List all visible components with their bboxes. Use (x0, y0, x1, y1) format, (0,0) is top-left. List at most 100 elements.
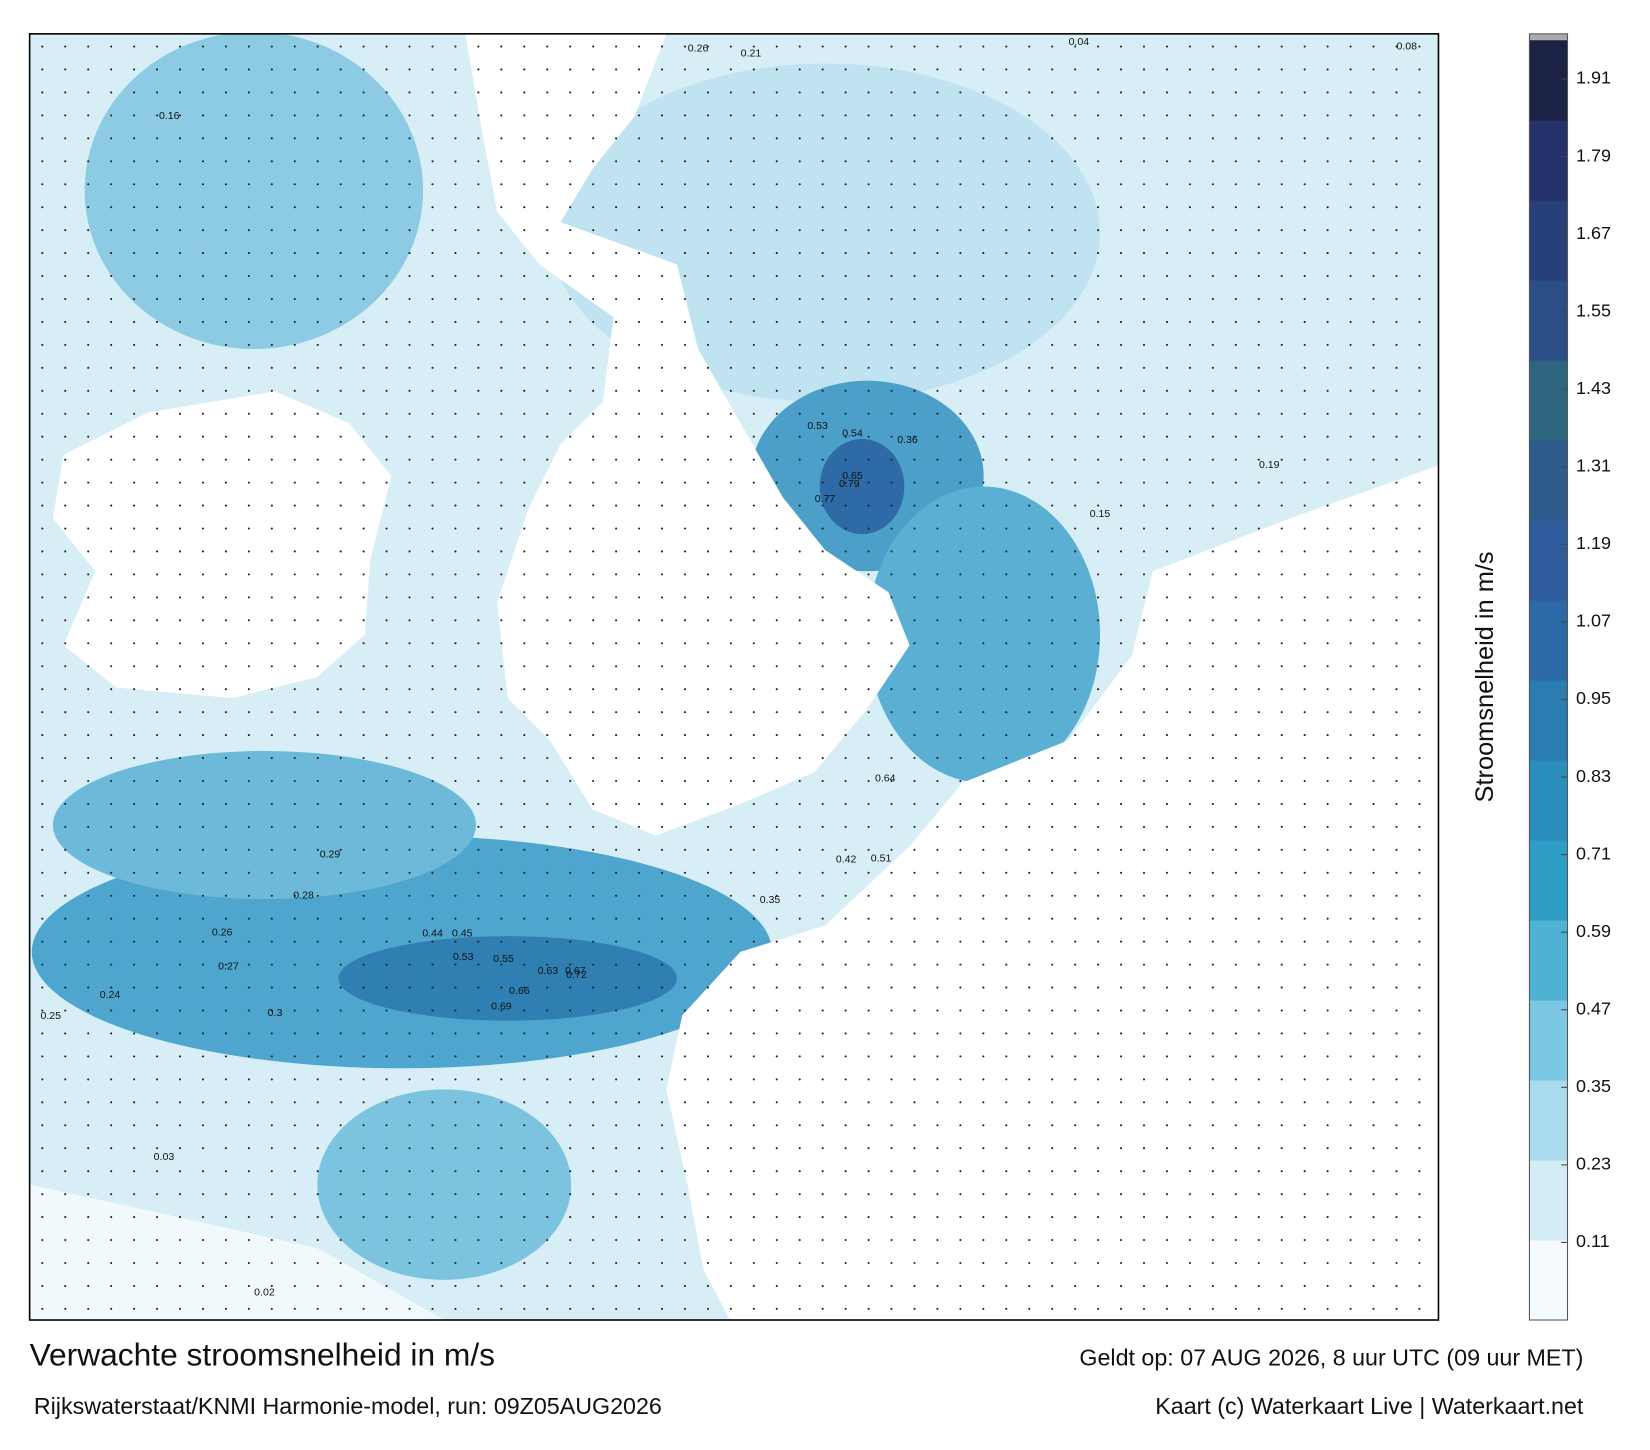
grid-dot (201, 389, 205, 392)
grid-dot (224, 894, 227, 897)
grid-dot (362, 45, 365, 48)
grid-dot (1119, 137, 1123, 140)
grid-dot (523, 1124, 526, 1127)
grid-dot (1234, 711, 1237, 714)
grid-dot (87, 1009, 90, 1012)
grid-dot (959, 894, 962, 897)
grid-dot (798, 1009, 801, 1012)
grid-dot (546, 206, 549, 209)
grid-dot (247, 183, 250, 186)
grid-dot (615, 412, 618, 415)
grid-dot (408, 527, 411, 530)
grid-dot (546, 91, 549, 94)
grid-dot (454, 252, 457, 255)
grid-dot (706, 550, 709, 553)
grid-dot (339, 734, 342, 737)
grid-dot (1395, 619, 1398, 622)
grid-dot (798, 779, 801, 783)
grid-dot (1074, 91, 1077, 94)
grid-dot (1028, 825, 1031, 828)
grid-dot (270, 848, 273, 851)
grid-dot (1395, 527, 1398, 530)
grid-dot (821, 389, 824, 392)
grid-dot (1097, 275, 1100, 278)
grid-dot (224, 435, 227, 438)
grid-dot (500, 1170, 503, 1173)
grid-dot (1165, 1078, 1169, 1081)
grid-dot (683, 894, 687, 897)
grid-dot (729, 756, 732, 760)
grid-dot (798, 458, 801, 461)
grid-dot (316, 573, 319, 576)
grid-dot (224, 183, 227, 186)
grid-dot (1326, 1284, 1329, 1288)
grid-dot (431, 1307, 434, 1310)
grid-dot (936, 596, 939, 599)
grid-dot (638, 986, 641, 989)
grid-dot (683, 1238, 687, 1242)
grid-dot (224, 779, 227, 783)
grid-dot (1303, 1261, 1306, 1265)
grid-dot (41, 917, 44, 920)
grid-dot (936, 665, 939, 668)
grid-dot (1395, 343, 1398, 346)
grid-dot (1097, 91, 1100, 94)
grid-dot (339, 596, 342, 599)
grid-dot (1211, 1032, 1214, 1035)
grid-dot (1165, 320, 1169, 324)
grid-dot (798, 1284, 801, 1288)
grid-dot (477, 68, 480, 71)
grid-dot (1051, 596, 1054, 599)
grid-dot (1303, 711, 1306, 714)
grid-dot (913, 91, 916, 94)
grid-dot (316, 1124, 319, 1127)
grid-dot (752, 1147, 755, 1150)
colorbar-band (1529, 360, 1568, 441)
grid-dot (133, 802, 136, 806)
grid-dot (1211, 366, 1214, 369)
grid-dot (1234, 1032, 1237, 1035)
grid-dot (1372, 1009, 1375, 1012)
grid-dot (1005, 229, 1008, 232)
grid-dot (247, 871, 250, 874)
grid-dot (1372, 435, 1375, 438)
grid-dot (477, 389, 480, 392)
grid-dot (339, 229, 342, 232)
grid-dot (1303, 504, 1306, 507)
grid-dot (959, 825, 962, 828)
grid-dot (982, 665, 985, 668)
grid-dot (546, 573, 549, 576)
grid-dot (500, 137, 503, 140)
grid-dot (546, 619, 549, 622)
current-speed-label: 0.63 (538, 965, 559, 977)
grid-dot (431, 734, 434, 737)
grid-dot (1257, 756, 1260, 760)
grid-dot (638, 183, 641, 186)
grid-dot (1074, 619, 1077, 622)
grid-dot (913, 160, 916, 163)
grid-dot (683, 619, 687, 622)
grid-dot (1097, 1216, 1100, 1219)
grid-dot (569, 986, 572, 989)
grid-dot (156, 343, 159, 346)
grid-dot (385, 1238, 388, 1242)
grid-dot (1119, 756, 1123, 760)
grid-dot (1349, 642, 1352, 645)
grid-dot (775, 596, 778, 599)
sea-shade (52, 750, 476, 900)
grid-dot (660, 458, 664, 461)
grid-dot (247, 435, 250, 438)
grid-dot (1372, 1078, 1375, 1081)
grid-dot (1395, 1078, 1398, 1081)
grid-dot (293, 389, 296, 392)
grid-dot (133, 91, 136, 94)
grid-dot (178, 1238, 182, 1242)
grid-dot (385, 183, 388, 186)
grid-dot (1051, 986, 1054, 989)
grid-dot (1372, 458, 1375, 461)
grid-dot (1097, 320, 1100, 324)
grid-dot (592, 1261, 595, 1265)
grid-dot (569, 412, 572, 415)
grid-dot (1280, 940, 1283, 943)
grid-dot (1028, 1055, 1031, 1058)
